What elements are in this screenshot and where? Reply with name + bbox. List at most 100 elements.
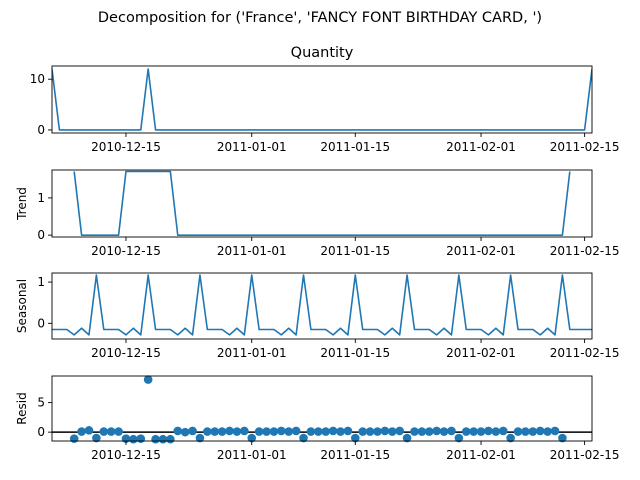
resid-point (151, 434, 160, 444)
y-tick-label: 5 (37, 396, 45, 410)
resid-axes-frame (51, 375, 593, 442)
resid-point (521, 427, 530, 436)
x-tick-label: 2010-12-15 (91, 448, 161, 462)
resid-point (454, 433, 464, 443)
resid-point (513, 427, 523, 436)
resid-point (180, 427, 190, 437)
x-tick-label: 2010-12-15 (91, 140, 161, 154)
resid-point (99, 427, 109, 436)
resid-point (306, 427, 316, 436)
y-tick-label: 0 (37, 123, 45, 137)
panels: 2010-12-15 2011-01-01 2011-01-15 2011-02-01… (15, 65, 620, 462)
x-tick-label: 2011-02-15 (550, 346, 620, 360)
resid-point (484, 426, 493, 436)
resid-point (461, 427, 471, 436)
resid-point (254, 427, 264, 436)
resid-point (240, 426, 249, 436)
resid-point (262, 427, 271, 436)
resid-panel: 2010-12-15 2011-01-01 2011-01-15 2011-02-01… (15, 375, 619, 462)
resid-point (395, 426, 404, 436)
resid-point (217, 427, 227, 436)
resid-point (269, 427, 279, 436)
resid-point (277, 426, 286, 436)
resid-point (558, 433, 567, 443)
x-tick-label: 2011-01-01 (217, 140, 287, 154)
resid-point (528, 427, 538, 436)
resid-point (92, 433, 101, 443)
seasonal-axes-frame (51, 272, 593, 340)
trend-ylabel: Trend (15, 187, 29, 221)
resid-point (136, 434, 146, 443)
resid-point (543, 427, 552, 436)
observed-subtitle: Quantity (291, 45, 354, 61)
resid-point (114, 427, 123, 436)
x-tick-label: 2011-01-15 (320, 140, 390, 154)
resid-point (491, 427, 501, 436)
x-tick-label: 2011-02-01 (446, 346, 516, 360)
x-tick-label: 2011-02-15 (550, 448, 620, 462)
resid-point (188, 426, 197, 436)
seasonal-panel: 2010-12-15 2011-01-01 2011-01-15 2011-02-01… (15, 272, 620, 360)
resid-point (129, 434, 138, 444)
resid-point (84, 426, 94, 435)
observed-line (52, 68, 592, 131)
y-tick-label: 1 (37, 191, 45, 205)
resid-point (506, 433, 515, 443)
x-tick-label: 2011-02-01 (446, 140, 516, 154)
resid-point (232, 427, 242, 436)
x-tick-label: 2011-01-01 (217, 346, 287, 360)
resid-point (77, 427, 86, 436)
y-tick-label: 10 (30, 72, 45, 86)
x-tick-label: 2011-01-15 (320, 448, 390, 462)
observed-panel: 2010-12-15 2011-01-01 2011-01-15 2011-02-01… (30, 65, 619, 154)
observed-axes-frame (51, 65, 593, 134)
y-tick-label: 0 (37, 425, 45, 439)
resid-point (476, 427, 486, 436)
resid-point (158, 434, 168, 444)
trend-panel: 2010-12-15 2011-01-01 2011-01-15 2011-02-01… (15, 169, 619, 258)
resid-point (343, 426, 353, 436)
resid-point (365, 427, 375, 436)
resid-point (195, 433, 205, 443)
trend-axes-frame (51, 169, 593, 238)
resid-point (432, 426, 441, 436)
x-tick-label: 2011-02-01 (446, 448, 516, 462)
resid-point (210, 427, 220, 436)
resid-point (410, 427, 419, 436)
resid-point (284, 427, 294, 436)
seasonal-ylabel: Seasonal (15, 279, 29, 333)
resid-point (328, 426, 338, 436)
seasonal-line (52, 274, 592, 336)
resid-point (373, 427, 382, 436)
resid-point (69, 434, 79, 443)
resid-point (447, 426, 456, 436)
resid-point (166, 434, 175, 444)
resid-point (535, 426, 545, 436)
resid-point (402, 433, 412, 443)
resid-point (247, 433, 257, 443)
resid-point (225, 426, 234, 436)
x-tick-label: 2011-01-01 (217, 448, 287, 462)
resid-point (291, 426, 301, 436)
resid-point (417, 427, 427, 436)
resid-ylabel: Resid (15, 392, 29, 424)
resid-point (321, 427, 331, 436)
resid-point (439, 427, 449, 436)
x-tick-label: 2010-12-15 (91, 244, 161, 258)
resid-point (498, 426, 508, 436)
x-tick-label: 2011-02-01 (446, 244, 516, 258)
x-tick-label: 2011-01-15 (320, 244, 390, 258)
y-tick-label: 0 (37, 316, 45, 330)
resid-point (203, 427, 212, 436)
resid-point (299, 433, 308, 443)
resid-point (143, 375, 153, 384)
resid-point (106, 427, 116, 436)
resid-point (336, 427, 345, 436)
x-tick-label: 2011-01-15 (320, 346, 390, 360)
y-tick-label: 0 (37, 228, 45, 242)
resid-point (314, 427, 323, 436)
figure-title: Decomposition for ('France', 'FANCY FONT… (98, 10, 542, 26)
resid-point (469, 427, 478, 436)
trend-line (73, 170, 571, 236)
resid-point (173, 426, 183, 436)
